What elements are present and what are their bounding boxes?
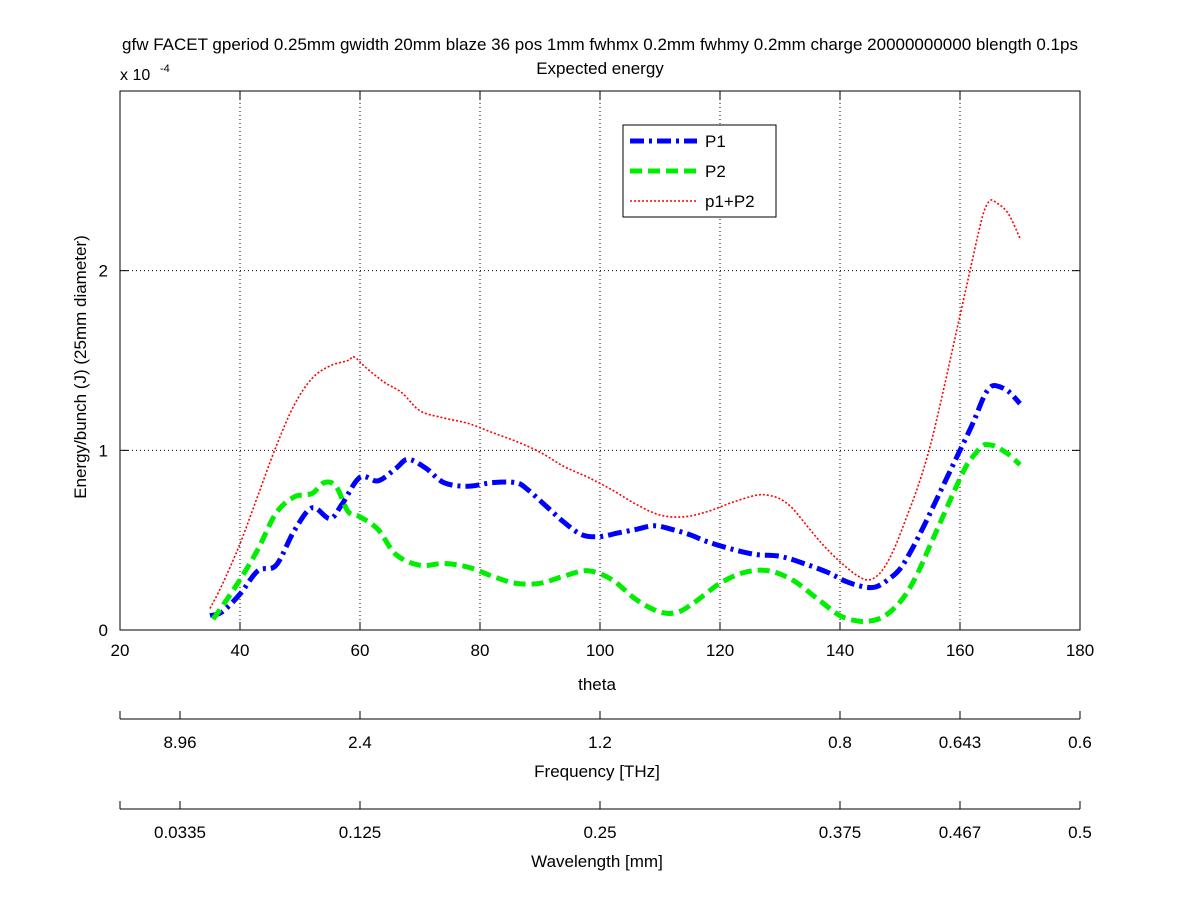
- x-tick-label: 20: [111, 641, 130, 660]
- y-axis-label: Energy/bunch (J) (25mm diameter): [71, 235, 90, 499]
- x-tick-label: 180: [1066, 641, 1094, 660]
- secondary-axis-label: Frequency [THz]: [534, 762, 660, 781]
- secondary-tick-label: 8.96: [163, 733, 196, 752]
- secondary-tick-label: 0.25: [583, 823, 616, 842]
- y-tick-label: 2: [99, 262, 108, 281]
- secondary-tick-label: 0.6: [1068, 733, 1092, 752]
- series-line-0: [209, 382, 1022, 619]
- secondary-axes: 8.96 2.4 1.2 0.8 0.643 0.6 Frequency [THz] 0.03…: [119, 711, 1092, 871]
- secondary-axis-0: 8.96 2.4 1.2 0.8 0.643 0.6 Frequency [THz]: [119, 711, 1092, 781]
- legend-label-1: P2: [705, 162, 726, 181]
- x-tick-label: 140: [826, 641, 854, 660]
- secondary-tick-label: 0.0335: [154, 823, 206, 842]
- grid: [120, 91, 1080, 630]
- secondary-tick-label: 1.2: [588, 733, 612, 752]
- secondary-tick-label: 0.375: [819, 823, 862, 842]
- x-tick-label: 160: [946, 641, 974, 660]
- secondary-tick-label: 0.8: [828, 733, 852, 752]
- chart-title-line2: Expected energy: [536, 59, 664, 78]
- secondary-tick-label: 2.4: [348, 733, 372, 752]
- x-tick-label: 80: [471, 641, 490, 660]
- x-tick-labels: 20 40 60 80 100 120 140 160 180: [111, 641, 1095, 660]
- y-multiplier-exponent: -4: [160, 63, 170, 75]
- x-tick-label: 100: [586, 641, 614, 660]
- secondary-tick-label: 0.5: [1068, 823, 1092, 842]
- x-tick-label: 60: [351, 641, 370, 660]
- series-layer: [209, 199, 1022, 625]
- axis-ticks: [119, 91, 1081, 631]
- legend-label-2: p1+P2: [705, 192, 755, 211]
- secondary-tick-label: 0.643: [939, 733, 982, 752]
- secondary-axis-label: Wavelength [mm]: [531, 852, 663, 871]
- secondary-axis-1: 0.0335 0.125 0.25 0.375 0.467 0.5 Wavelength […: [119, 801, 1092, 871]
- series-line-1: [210, 441, 1022, 625]
- x-tick-label: 40: [231, 641, 250, 660]
- chart-title-line1: gfw FACET gperiod 0.25mm gwidth 20mm bla…: [122, 35, 1078, 54]
- secondary-tick-label: 0.125: [339, 823, 382, 842]
- y-multiplier-base: x 10: [120, 67, 150, 84]
- series-line-2: [209, 199, 1021, 609]
- legend-label-0: P1: [705, 132, 726, 151]
- y-multiplier: x 10 -4: [120, 63, 170, 84]
- x-axis-label: theta: [578, 675, 616, 694]
- x-tick-label: 120: [706, 641, 734, 660]
- y-tick-labels: 0 1 2: [99, 262, 108, 640]
- secondary-tick-label: 0.467: [939, 823, 982, 842]
- y-tick-label: 1: [99, 441, 108, 460]
- legend: P1 P2 p1+P2: [622, 124, 777, 218]
- y-tick-label: 0: [99, 621, 108, 640]
